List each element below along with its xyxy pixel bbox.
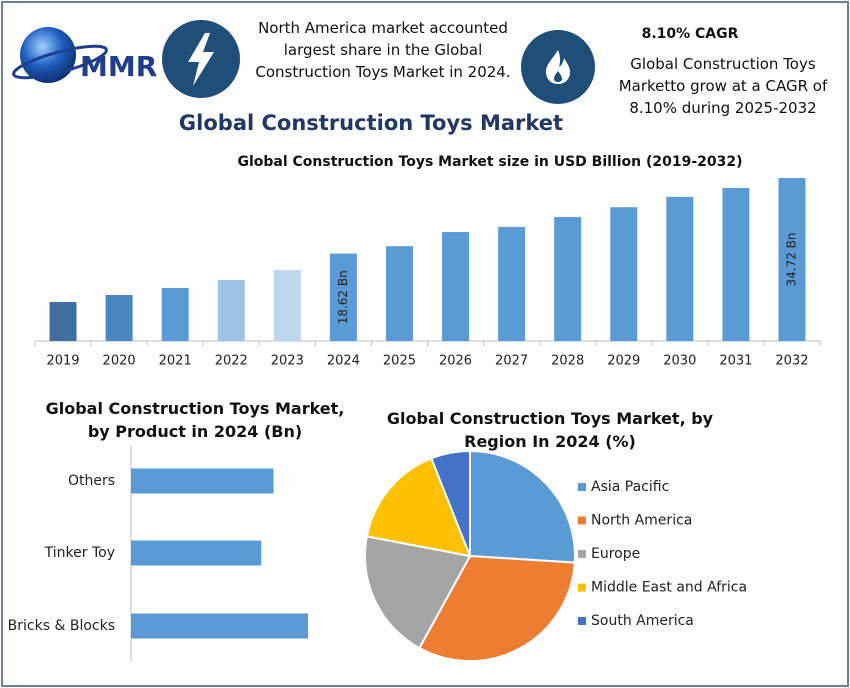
legend-swatch (578, 583, 586, 592)
chart-title: Global Construction Toys Market, by Regi… (386, 409, 714, 451)
flame-icon (521, 30, 595, 104)
bar (385, 246, 413, 341)
note-left: North America market accounted largest s… (255, 19, 511, 81)
data-label: 34.72 Bn (784, 232, 798, 286)
bar (105, 294, 133, 341)
bar (329, 253, 357, 341)
bar (131, 540, 262, 566)
x-tick-label: 2025 (383, 354, 416, 369)
bar (49, 302, 77, 341)
pie-slice (365, 457, 472, 558)
pie-slice (418, 554, 576, 662)
bar (131, 613, 308, 639)
legend-label: Middle East and Africa (591, 580, 747, 596)
chart-title: Global Construction Toys Market, by Prod… (45, 399, 345, 441)
x-tick-label: 2029 (607, 354, 640, 369)
chart-title: Global Construction Toys Market size in … (237, 154, 743, 170)
x-tick-label: 2030 (663, 354, 696, 369)
x-tick-label: 2032 (775, 354, 808, 369)
flame (546, 50, 570, 84)
x-tick-label: 2026 (439, 354, 472, 369)
legend-swatch (578, 617, 586, 625)
x-tick-label: 2031 (719, 354, 752, 369)
bar (273, 270, 301, 341)
bar (131, 468, 274, 494)
legend-swatch (578, 550, 586, 558)
legend-label: Europe (591, 546, 640, 562)
logo: MMR (12, 27, 157, 83)
legend-label: Asia Pacific (591, 479, 669, 495)
x-tick-label: 2024 (327, 354, 360, 369)
legend-label: South America (591, 613, 694, 629)
note-right: Global Construction Toys Marketto grow a… (618, 55, 828, 117)
legend-swatch (578, 516, 586, 525)
bar (442, 232, 470, 341)
x-tick-label: 2023 (271, 354, 304, 369)
pie-slice (469, 449, 576, 564)
data-label: 18.62 Bn (336, 270, 350, 324)
bar (666, 196, 694, 341)
bolt-icon (162, 20, 240, 98)
main-title: Global Construction Toys Market (179, 111, 563, 135)
x-tick-label: 2022 (215, 354, 248, 369)
pie-slice (364, 535, 472, 650)
y-tick-label: Bricks & Blocks (8, 618, 115, 634)
bar (161, 287, 189, 341)
bar (722, 187, 750, 341)
x-tick-label: 2021 (159, 354, 192, 369)
note-right-title: 8.10% CAGR (641, 26, 739, 42)
y-tick-label: Others (68, 473, 115, 489)
x-tick-label: 2027 (495, 354, 528, 369)
x-tick-label: 2028 (551, 354, 584, 369)
x-tick-label: 2020 (103, 354, 136, 369)
y-tick-label: Tinker Toy (44, 545, 115, 561)
x-tick-label: 2019 (46, 354, 79, 369)
bar (778, 178, 806, 341)
legend-label: North America (591, 513, 692, 529)
bar (498, 226, 526, 341)
bar (610, 207, 638, 341)
logo-text: MMR (80, 50, 157, 83)
legend-swatch (578, 483, 586, 491)
bolt (188, 33, 214, 86)
logo-orbit (12, 44, 108, 80)
bar (217, 279, 245, 341)
bar (554, 217, 582, 341)
pie-slice (430, 449, 471, 557)
